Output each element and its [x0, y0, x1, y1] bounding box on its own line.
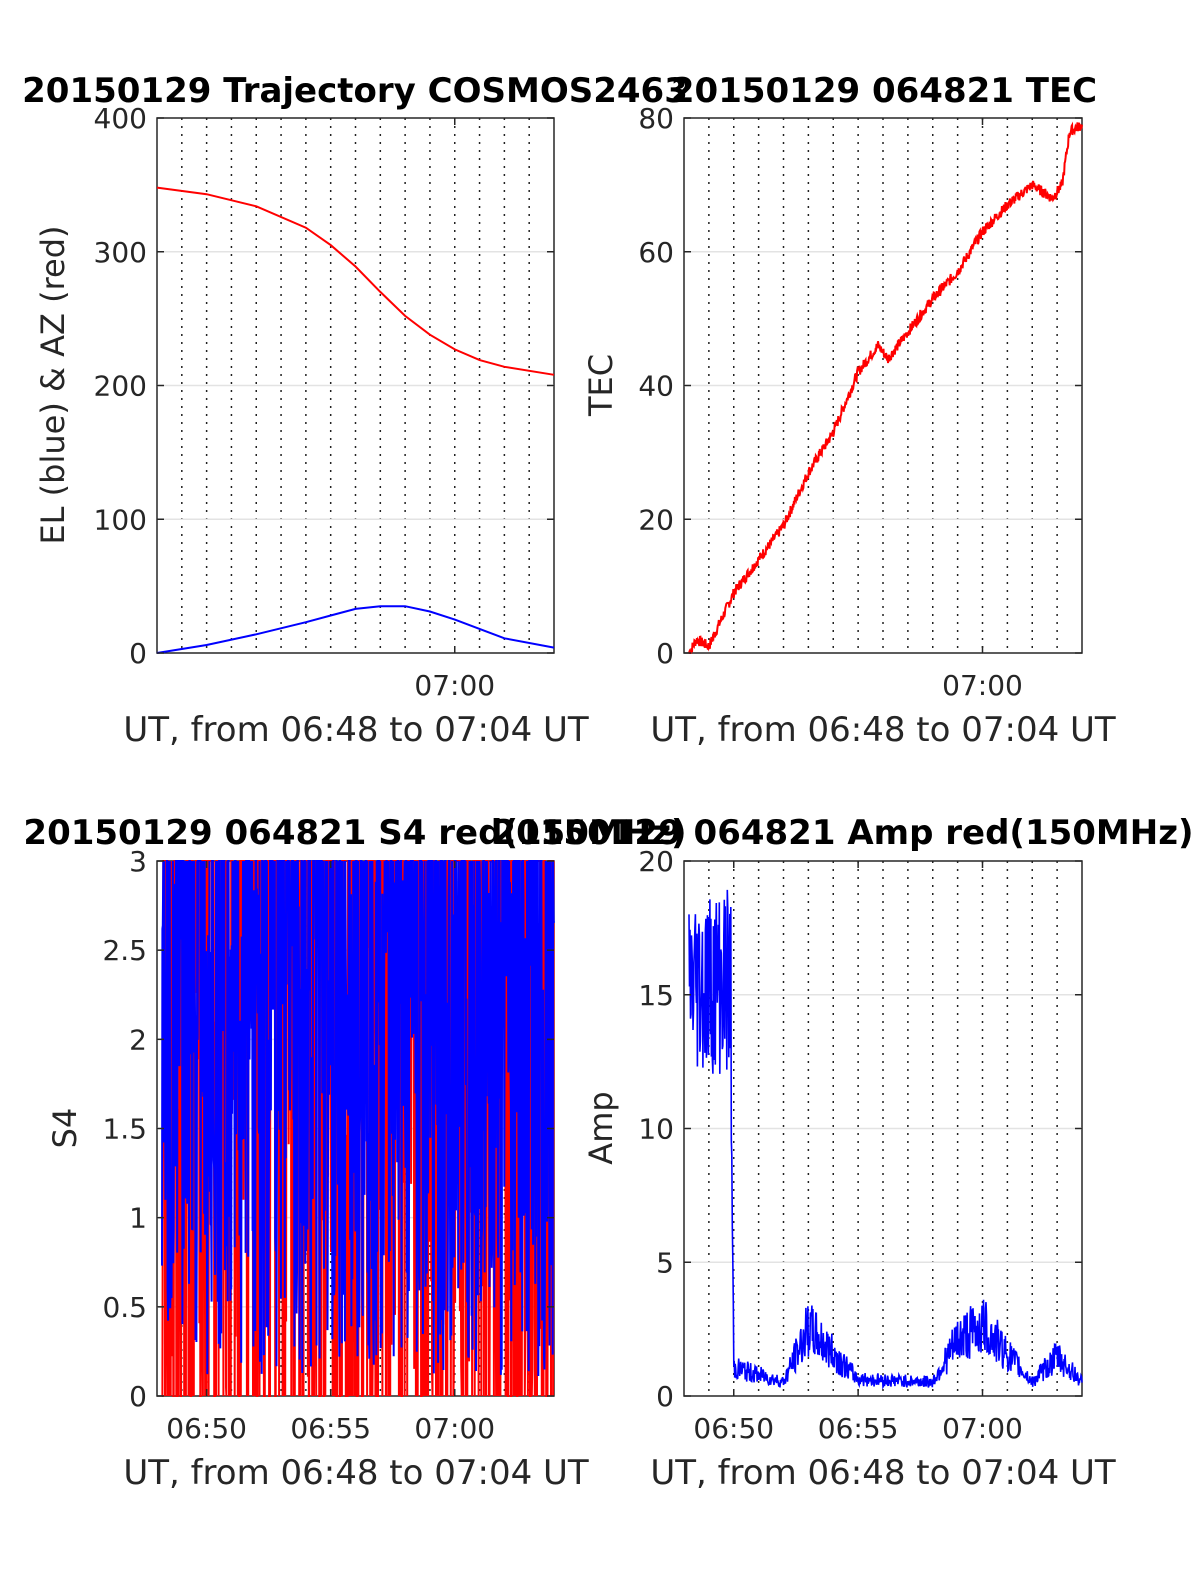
trajectory-ticks: 0 100 200 300 400 07:00	[94, 102, 554, 702]
y-tick-label: 400	[94, 102, 147, 135]
y-tick-label: 80	[638, 102, 674, 135]
y-tick-label: 20	[638, 503, 674, 536]
series-line-red	[156, 186, 555, 376]
y-tick-label: 20	[638, 845, 674, 878]
series-line-blue	[156, 605, 555, 654]
x-tick-label: 07:00	[414, 1412, 495, 1445]
y-tick-label: 15	[638, 979, 674, 1012]
y-tick-label: 0	[129, 637, 147, 670]
x-tick-label: 06:50	[693, 1412, 774, 1445]
tec-ylabel: TEC	[582, 354, 620, 417]
amp-ylabel: Amp	[582, 1091, 620, 1164]
s4-ticks: 0 0.5 1 1.5 2 2.5 3 06:50 06:55 07:00	[102, 845, 554, 1445]
amp-title: 20150129 064821 Amp red(150MHz)	[492, 813, 1193, 853]
amp-plot-area	[688, 889, 1083, 1390]
tec-xlabel: UT, from 06:48 to 07:04 UT	[650, 710, 1116, 750]
trajectory-xlabel: UT, from 06:48 to 07:04 UT	[123, 710, 589, 750]
x-tick-label: 07:00	[942, 669, 1023, 702]
x-tick-label: 07:00	[942, 1412, 1023, 1445]
y-tick-label: 100	[94, 503, 147, 536]
y-tick-label: 200	[94, 370, 147, 403]
series-line-red	[688, 121, 1083, 654]
x-tick-label: 07:00	[414, 669, 495, 702]
tec-title: 20150129 064821 TEC	[671, 71, 1097, 111]
tec-ticks: 0 20 40 60 80 07:00	[638, 102, 1082, 702]
tec-panel: 0 20 40 60 80 07:00 20150129 064821 TEC UT, f…	[582, 71, 1116, 750]
y-tick-label: 1	[129, 1202, 147, 1235]
y-tick-label: 2	[129, 1023, 147, 1056]
s4-ylabel: S4	[46, 1108, 84, 1149]
y-tick-label: 2.5	[102, 934, 147, 967]
series-line-blue	[161, 860, 555, 1377]
s4-plot-area	[161, 860, 555, 1397]
s4-panel: 0 0.5 1 1.5 2 2.5 3 06:50 06:55 07:00 20150129 06…	[23, 813, 686, 1493]
s4-title: 20150129 064821 S4 red(150MHz)	[23, 813, 686, 853]
amp-ticks: 0 5 10 15 20 06:50 06:55 07:00	[638, 845, 1082, 1445]
s4-xlabel: UT, from 06:48 to 07:04 UT	[123, 1453, 589, 1493]
y-tick-label: 5	[656, 1246, 674, 1279]
y-tick-label: 0.5	[102, 1291, 147, 1324]
y-tick-label: 0	[656, 1380, 674, 1413]
series-line-blue	[688, 889, 1083, 1390]
amp-xlabel: UT, from 06:48 to 07:04 UT	[650, 1453, 1116, 1493]
x-tick-label: 06:55	[818, 1412, 899, 1445]
y-tick-label: 3	[129, 845, 147, 878]
y-tick-label: 40	[638, 370, 674, 403]
y-tick-label: 0	[129, 1380, 147, 1413]
y-tick-label: 10	[638, 1113, 674, 1146]
x-tick-label: 06:55	[290, 1412, 371, 1445]
tec-plot-area	[688, 121, 1083, 654]
x-tick-label: 06:50	[166, 1412, 247, 1445]
amp-panel: 0 5 10 15 20 06:50 06:55 07:00 20150129 064821 …	[492, 813, 1193, 1493]
trajectory-ylabel: EL (blue) & AZ (red)	[34, 225, 72, 544]
y-tick-label: 60	[638, 236, 674, 269]
y-tick-label: 300	[94, 236, 147, 269]
trajectory-plot-area	[156, 186, 555, 654]
y-tick-label: 1.5	[102, 1113, 147, 1146]
trajectory-title: 20150129 Trajectory COSMOS2463	[22, 71, 688, 111]
y-tick-label: 0	[656, 637, 674, 670]
